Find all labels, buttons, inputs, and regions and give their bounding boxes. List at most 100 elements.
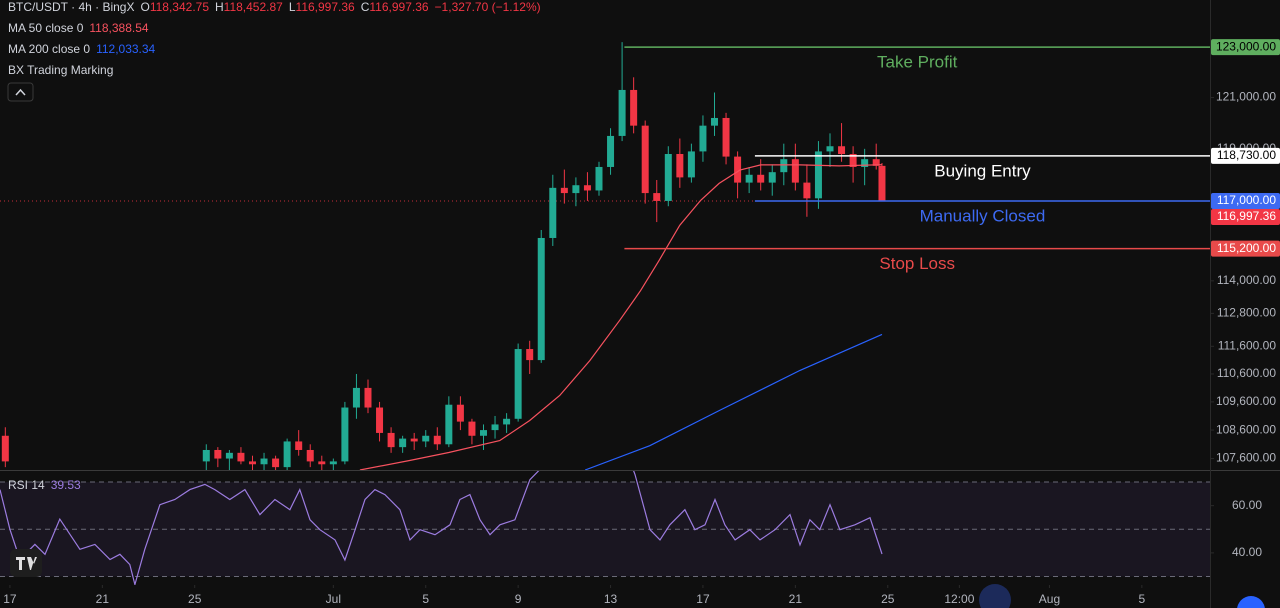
rsi-legend: RSI 14 39.53 (8, 478, 81, 492)
candle-body (861, 159, 869, 167)
candle-body (676, 154, 684, 178)
candle-body (572, 185, 580, 194)
x-tick-label: 21 (96, 592, 110, 606)
y-tick-label: 107,600.00 (1216, 451, 1276, 465)
candle-body (710, 117, 718, 126)
price-tag-label: 117,000.00 (1217, 193, 1276, 207)
x-tick-label: 25 (188, 592, 202, 606)
candle-body (560, 187, 568, 194)
candle-body (468, 421, 476, 436)
rsi-pane (0, 471, 1210, 585)
ma-legend: MA 50 close 0 118,388.54 (8, 21, 149, 35)
moving-average (584, 333, 883, 470)
y-tick-label: 108,600.00 (1216, 422, 1276, 436)
candle-body (491, 424, 499, 431)
candle-body (352, 387, 360, 408)
candle-body (364, 387, 372, 408)
candle-body (283, 441, 291, 468)
price-pane (0, 42, 1210, 470)
candle-body (225, 452, 233, 459)
x-tick-label: 25 (881, 592, 895, 606)
price-tag-label: 123,000.00 (1216, 39, 1276, 53)
candle-body (664, 154, 672, 201)
x-tick-label: 17 (696, 592, 710, 606)
y-tick-label: 112,800.00 (1217, 306, 1276, 320)
symbol: BTC/USDT · 4h · BingX (8, 0, 134, 14)
ohlc-value: 118,452.87 (224, 0, 283, 14)
collapse-icon (15, 88, 26, 96)
candle-body (306, 449, 314, 462)
candle-body (214, 449, 222, 459)
price-tag-label: 118,730.00 (1217, 148, 1276, 162)
ma-legend: MA 200 close 0 112,033.34 (8, 42, 156, 56)
rsi-name: RSI 14 (8, 478, 45, 492)
price-tag (1211, 147, 1280, 164)
price-tag (1211, 240, 1280, 257)
candle-body (780, 159, 788, 173)
x-tick-label: 21 (789, 592, 803, 606)
candle-body (422, 435, 430, 442)
rsi-line (0, 471, 883, 585)
price-tag (1211, 39, 1280, 56)
rsi-y-tick-label: 40.00 (1232, 545, 1262, 559)
candle-body (872, 159, 880, 166)
candle-body (1, 435, 9, 462)
candle-body (595, 166, 603, 191)
price-tag-label: 116,997.36 (1217, 209, 1276, 223)
candle-body (722, 117, 730, 157)
ohlc-value: 116,997.36 (296, 0, 355, 14)
price-tag (1211, 208, 1280, 225)
ma-name: MA 200 close 0 (8, 42, 90, 56)
x-tick-label: 17 (3, 592, 17, 606)
logo[interactable] (10, 549, 42, 577)
candle-body (376, 407, 384, 433)
candle-body (641, 125, 649, 194)
candle-body (202, 449, 210, 462)
candle-body (387, 432, 395, 448)
ma-value: 112,033.34 (96, 42, 155, 56)
candle-body (329, 461, 337, 465)
nav-button[interactable] (1237, 596, 1265, 608)
rsi-y-tick-label: 60.00 (1232, 498, 1262, 512)
x-tick-label: 9 (515, 592, 522, 606)
candle-body (734, 156, 742, 183)
candle-body (630, 89, 638, 126)
candle-body (445, 404, 453, 445)
level-label: Stop Loss (879, 254, 955, 273)
y-tick-label: 114,000.00 (1217, 273, 1276, 287)
candle-body (248, 461, 256, 465)
candle-body (514, 349, 522, 419)
ohlc-key: O (140, 0, 149, 14)
avatar[interactable] (979, 584, 1011, 608)
symbol-line: BTC/USDT · 4h · BingX O118,342.75 H118,452… (8, 0, 541, 14)
candle-body (503, 418, 511, 425)
candle-body (814, 151, 822, 199)
ohlc-value: 116,997.36 (369, 0, 428, 14)
candle-body (549, 187, 557, 238)
candle-body (583, 185, 591, 191)
change: −1,327.70 (−1.12%) (435, 0, 541, 14)
candle-body (410, 438, 418, 442)
candle-body (341, 407, 349, 462)
candle-body (757, 174, 765, 183)
y-tick-label: 111,600.00 (1218, 338, 1277, 352)
y-tick-label: 110,600.00 (1217, 366, 1276, 380)
axes: 17 21 25 Jul 5 9 13 17 21 25 12:00 Aug 5 121,000.00 11… (3, 39, 1280, 606)
candle-body (878, 165, 886, 202)
candle-body (237, 452, 245, 462)
candle-body (803, 182, 811, 199)
candle-body (838, 146, 846, 155)
collapse-button[interactable] (7, 82, 34, 102)
candle-body (479, 430, 487, 436)
candle-body (318, 461, 326, 465)
candle-body (399, 438, 407, 448)
x-tick-label: 5 (422, 592, 429, 606)
ma-name: MA 50 close 0 (8, 21, 84, 35)
x-tick-label: 5 (1139, 592, 1146, 606)
candle-body (295, 441, 303, 450)
level-label: Buying Entry (934, 161, 1031, 180)
rsi-value: 39.53 (51, 478, 81, 492)
candle-body (272, 458, 280, 468)
candle-body (687, 151, 695, 178)
